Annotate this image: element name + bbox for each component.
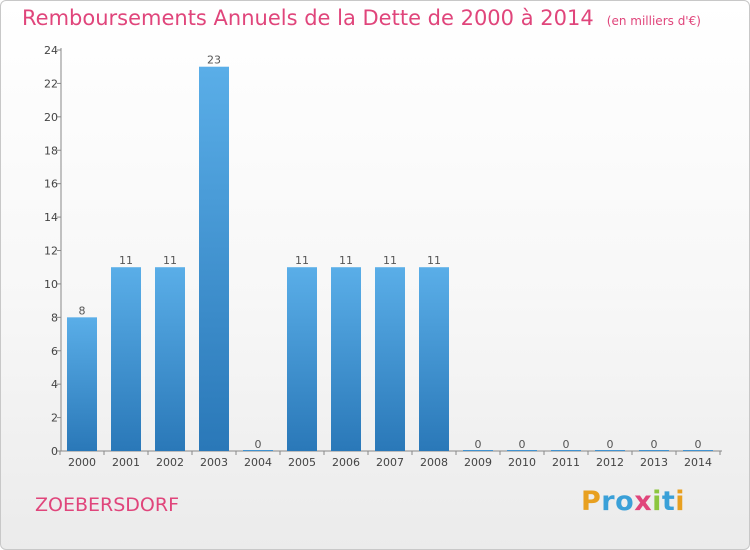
bar-2014 xyxy=(683,450,713,451)
bar-2004 xyxy=(243,450,273,451)
x-tick-label: 2011 xyxy=(552,456,580,469)
data-label-2010: 0 xyxy=(519,438,526,451)
y-tick-label: 10 xyxy=(44,278,58,291)
y-tick-label: 6 xyxy=(51,345,58,358)
x-tick-label: 2009 xyxy=(464,456,492,469)
x-axis: 2000 2001 2002 2003 2004 2005 2006 2007 2008 2009… xyxy=(59,450,722,469)
bar-2008 xyxy=(419,267,449,451)
x-tick-label: 2007 xyxy=(376,456,404,469)
x-tick-label: 2014 xyxy=(684,456,712,469)
data-label-2003: 23 xyxy=(207,54,221,67)
y-tick-label: 22 xyxy=(44,77,58,90)
x-tick-label: 2004 xyxy=(244,456,272,469)
bar-2011 xyxy=(551,450,581,451)
bar-2005 xyxy=(287,267,317,451)
y-tick-label: 2 xyxy=(51,412,58,425)
logo-letter: x xyxy=(634,486,653,517)
y-tick-label: 12 xyxy=(44,245,58,258)
bar-2007 xyxy=(375,267,405,451)
bar-2001 xyxy=(111,267,141,451)
logo-letter: r xyxy=(601,486,616,517)
x-tick-label: 2006 xyxy=(332,456,360,469)
x-tick-label: 2013 xyxy=(640,456,668,469)
x-tick-label: 2005 xyxy=(288,456,316,469)
bar-2000 xyxy=(67,317,97,451)
data-label-2011: 0 xyxy=(563,438,570,451)
data-label-2006: 11 xyxy=(339,254,353,267)
data-label-2009: 0 xyxy=(475,438,482,451)
x-tick-label: 2012 xyxy=(596,456,624,469)
data-label-2004: 0 xyxy=(255,438,262,451)
bar-2010 xyxy=(507,450,537,451)
title-line: Remboursements Annuels de la Dette de 20… xyxy=(22,6,701,30)
data-label-2000: 8 xyxy=(79,304,86,317)
logo-letter: P xyxy=(581,486,602,517)
data-label-2005: 11 xyxy=(295,254,309,267)
x-tick-label: 2010 xyxy=(508,456,536,469)
x-tick-label: 2008 xyxy=(420,456,448,469)
data-label-2008: 11 xyxy=(427,254,441,267)
y-tick-label: 14 xyxy=(44,211,58,224)
data-label-2001: 11 xyxy=(119,254,133,267)
data-label-2013: 0 xyxy=(651,438,658,451)
bar-2002 xyxy=(155,267,185,451)
y-tick-label: 4 xyxy=(51,378,58,391)
x-tick-label: 2003 xyxy=(200,456,228,469)
bars xyxy=(67,66,713,451)
bar-2013 xyxy=(639,450,669,451)
logo-letter: t xyxy=(661,486,676,517)
y-tick-label: 0 xyxy=(51,445,58,458)
y-tick-label: 18 xyxy=(44,144,58,157)
data-label-2012: 0 xyxy=(607,438,614,451)
proxiti-logo: Proxiti xyxy=(581,486,685,517)
data-label-2014: 0 xyxy=(695,438,702,451)
data-label-2002: 11 xyxy=(163,254,177,267)
y-tick-label: 20 xyxy=(44,111,58,124)
logo-letter: i xyxy=(675,486,686,517)
chart-subtitle: (en milliers d'€) xyxy=(606,14,701,28)
commune-name: ZOEBERSDORF xyxy=(35,494,179,516)
y-tick-label: 24 xyxy=(44,44,58,57)
logo-letter: i xyxy=(652,486,662,517)
x-tick-label: 2000 xyxy=(68,456,96,469)
bar-2003 xyxy=(199,66,229,451)
logo-letter: o xyxy=(615,486,635,517)
x-tick-label: 2002 xyxy=(156,456,184,469)
bar-2009 xyxy=(463,450,493,451)
data-labels: 8 11 11 23 0 11 11 11 11 0 0 0 0 0 0 xyxy=(79,54,702,451)
y-tick-label: 16 xyxy=(44,178,58,191)
data-label-2007: 11 xyxy=(383,254,397,267)
bar-2006 xyxy=(331,267,361,451)
y-tick-label: 8 xyxy=(51,311,58,324)
x-tick-label: 2001 xyxy=(112,456,140,469)
chart-title: Remboursements Annuels de la Dette de 20… xyxy=(22,6,594,30)
bar-2012 xyxy=(595,450,625,451)
